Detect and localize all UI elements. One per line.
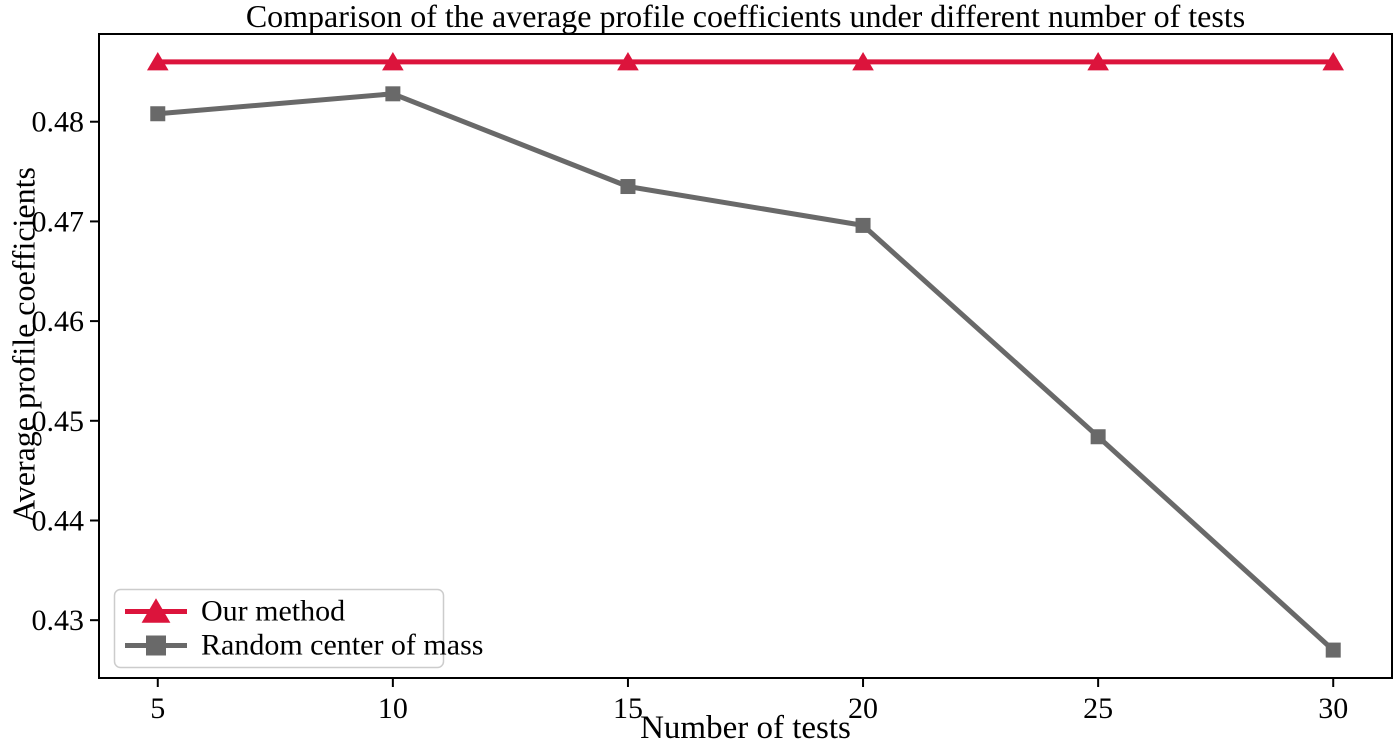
square-marker — [620, 179, 636, 195]
legend-box — [113, 588, 445, 669]
square-marker — [146, 635, 166, 656]
series-random-center-of-mass — [150, 86, 1341, 658]
square-marker — [385, 86, 401, 102]
square-marker — [1090, 429, 1106, 445]
triangle-marker — [617, 52, 639, 71]
triangle-marker — [852, 52, 874, 71]
x-tick-label: 25 — [1083, 692, 1113, 725]
square-marker — [150, 106, 166, 122]
y-tick-label: 0.47 — [32, 205, 85, 238]
x-axis-label: Number of tests — [640, 710, 851, 746]
x-tick-label: 10 — [378, 692, 408, 725]
y-tick-label: 0.46 — [32, 305, 85, 338]
y-tick-label: 0.45 — [32, 405, 85, 438]
series-our-method — [146, 52, 1345, 71]
triangle-marker — [146, 52, 169, 71]
square-marker — [1325, 642, 1341, 658]
triangle-marker — [382, 52, 404, 71]
y-tick-label: 0.43 — [32, 604, 85, 637]
legend-label-random-center-of-mass: Random center of mass — [201, 629, 483, 662]
legend-label-our-method: Our method — [201, 595, 345, 628]
y-tick-label: 0.48 — [32, 106, 85, 139]
x-tick-label: 30 — [1318, 692, 1348, 725]
chart-title: Comparison of the average profile coeffi… — [245, 0, 1246, 34]
x-tick-label: 5 — [150, 692, 165, 725]
series-line — [155, 91, 1336, 653]
plot-border — [98, 33, 1393, 679]
triangle-marker — [1322, 52, 1345, 71]
triangle-marker — [1087, 52, 1109, 71]
x-tick-label: 15 — [613, 692, 643, 725]
triangle-marker — [141, 598, 171, 623]
x-tick-label: 20 — [848, 692, 878, 725]
y-tick-label: 0.44 — [32, 504, 85, 537]
square-marker — [855, 217, 871, 233]
